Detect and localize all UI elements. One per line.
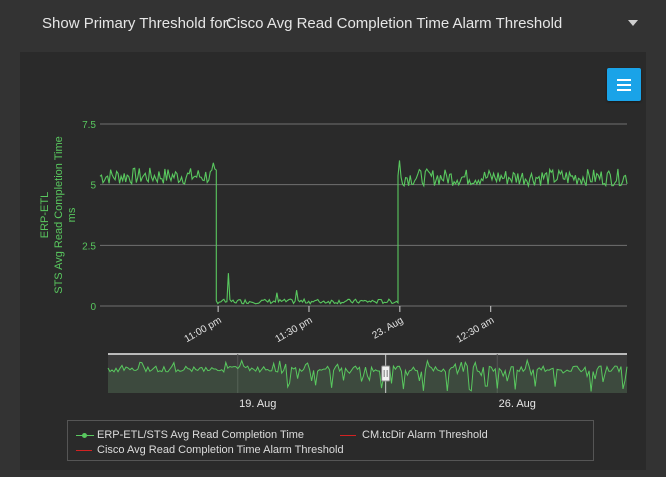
threshold-selector-dropdown[interactable]: Cisco Avg Read Completion Time Alarm Thr… xyxy=(226,15,563,32)
x-tick-label: 11:30 pm xyxy=(274,315,315,345)
x-tick-label: 11:00 pm xyxy=(183,315,224,345)
chart-panel xyxy=(20,52,646,470)
series-line xyxy=(99,160,628,305)
y-axis-title-line: ms xyxy=(66,207,78,222)
legend-item-cisco-threshold[interactable]: Cisco Avg Read Completion Time Alarm Thr… xyxy=(97,444,344,456)
main-series xyxy=(99,160,628,305)
threshold-selector-label: Show Primary Threshold for: xyxy=(42,15,232,32)
y-grid xyxy=(100,123,627,307)
threshold-selector-bar: Show Primary Threshold for: Cisco Avg Re… xyxy=(0,0,666,48)
navigator-date-label: 26. Aug xyxy=(499,398,536,410)
y-tick-label: 2.5 xyxy=(82,241,96,252)
x-tick-label: 12:30 am xyxy=(455,315,497,345)
legend-item-cm-threshold[interactable]: CM.tcDir Alarm Threshold xyxy=(362,429,488,441)
x-axis: 11:00 pm 11:30 pm 23. Aug 12:30 am xyxy=(183,306,497,345)
y-axis-title-line: STS Avg Read Completion Time xyxy=(53,136,65,294)
y-tick-label: 0 xyxy=(90,302,96,313)
menu-icon xyxy=(617,79,631,81)
y-axis-title-line: ERP-ETL xyxy=(39,192,51,238)
navigator-background xyxy=(108,354,627,393)
chart-legend: ERP-ETL/STS Avg Read Completion Time CM.… xyxy=(67,420,594,461)
navigator-handle[interactable] xyxy=(381,365,391,382)
navigator-series-line xyxy=(107,358,628,392)
y-tick-label: 5 xyxy=(90,181,96,192)
legend-cm-threshold-line xyxy=(340,435,356,436)
menu-icon xyxy=(617,89,631,91)
menu-icon xyxy=(617,84,631,86)
legend-cisco-threshold-line xyxy=(76,450,92,451)
legend-series-dot xyxy=(82,433,87,438)
x-tick-label: 23. Aug xyxy=(370,315,405,341)
y-axis-ticks: 0 2.5 5 7.5 xyxy=(82,120,96,313)
y-axis-title: ERP-ETL STS Avg Read Completion Time ms xyxy=(39,136,78,294)
navigator-date-label: 19. Aug xyxy=(239,398,276,410)
chart-menu-button[interactable] xyxy=(607,68,641,101)
navigator: 19. Aug 26. Aug xyxy=(107,353,628,410)
y-tick-label: 7.5 xyxy=(82,120,96,131)
chevron-down-icon[interactable] xyxy=(628,20,638,26)
legend-item-series[interactable]: ERP-ETL/STS Avg Read Completion Time xyxy=(97,429,305,441)
